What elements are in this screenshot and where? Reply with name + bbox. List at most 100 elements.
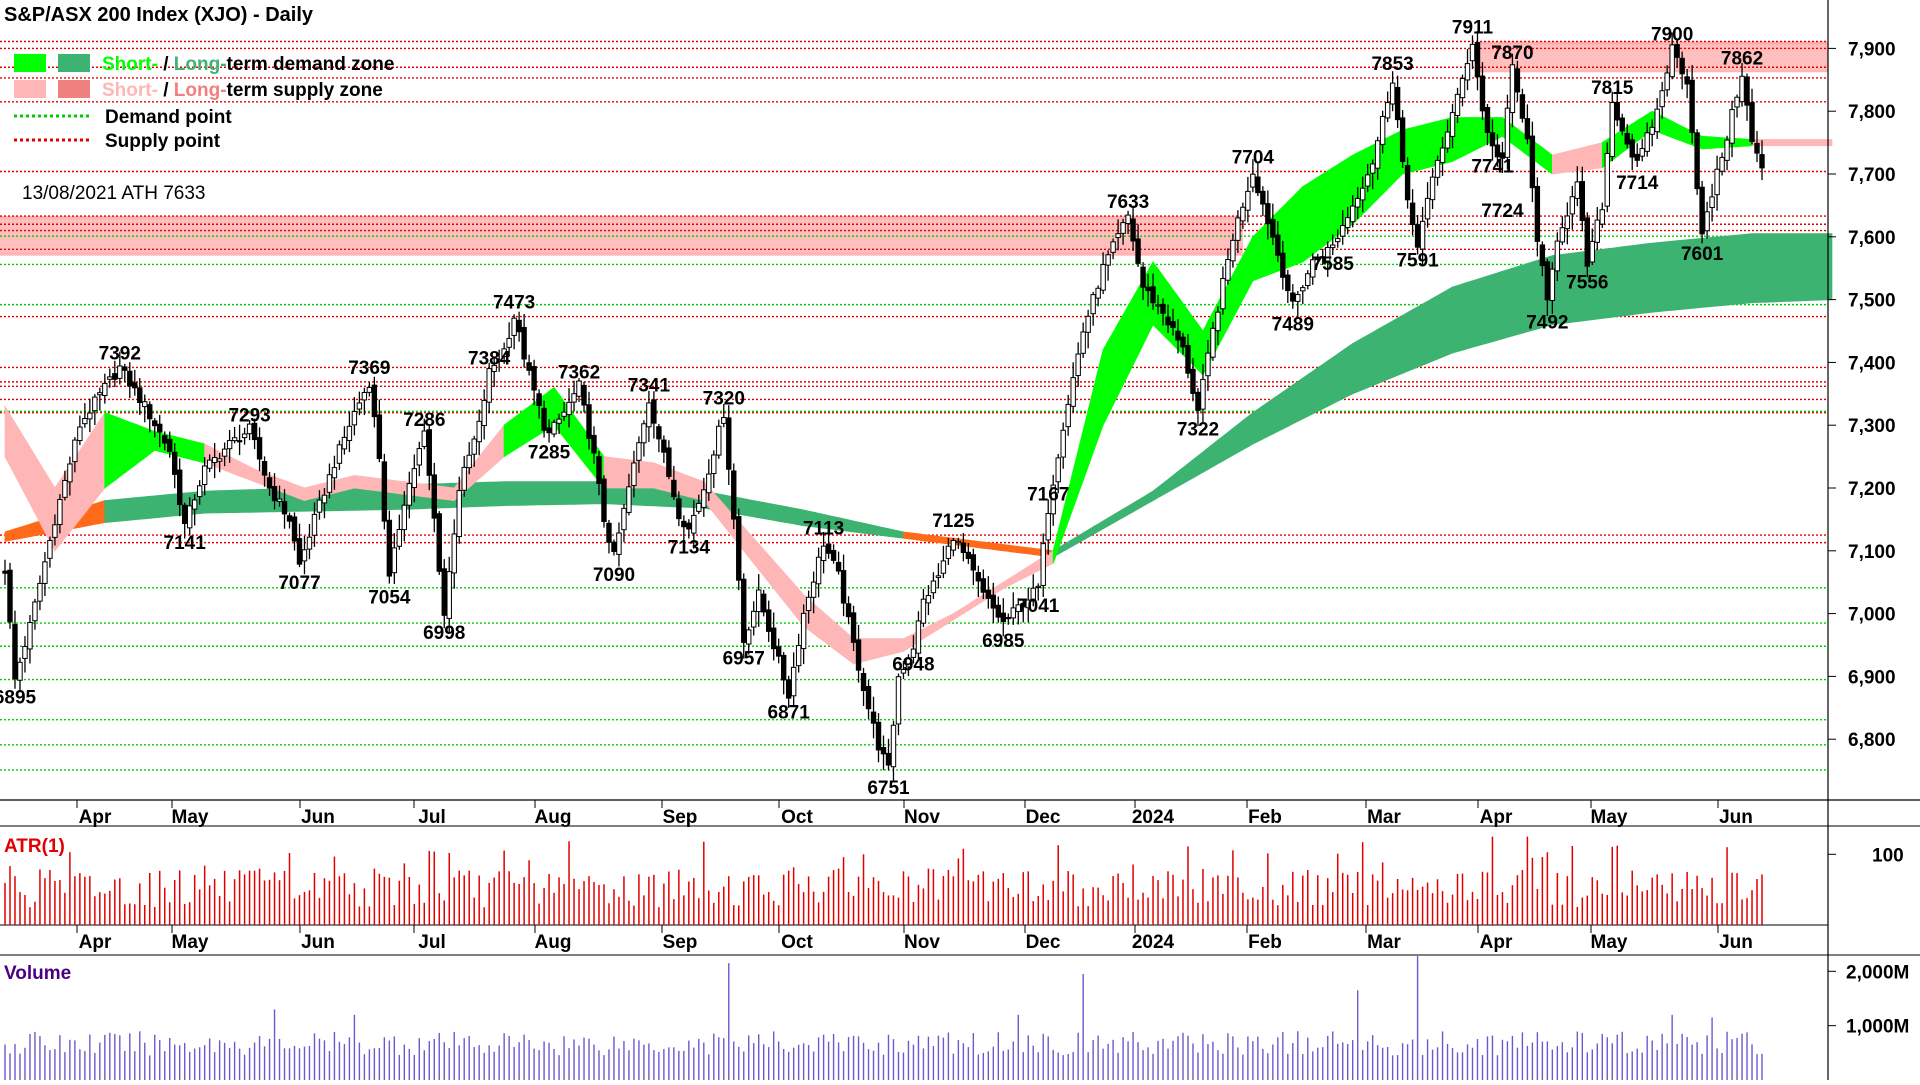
price-label: 7900	[1651, 24, 1693, 45]
demand_point-label: Demand point	[105, 107, 232, 128]
candle-up	[481, 399, 487, 427]
candle-up	[1055, 457, 1061, 483]
candle-down	[825, 543, 832, 554]
price-label: 7286	[403, 410, 445, 431]
candle-up	[77, 426, 83, 442]
candle-up	[391, 547, 398, 574]
candle-up	[142, 401, 148, 408]
atr-month-label: Nov	[904, 932, 940, 953]
candle-up	[1639, 148, 1645, 157]
atr-month-label: Feb	[1248, 932, 1282, 953]
candle-up	[716, 425, 722, 456]
price-tick-label: 7,800	[1848, 102, 1896, 123]
candle-up	[1569, 196, 1576, 215]
candle-up	[1709, 196, 1715, 209]
candle-down	[736, 516, 742, 581]
price-label: 7741	[1471, 156, 1514, 177]
candle-up	[1734, 96, 1740, 108]
candle-down	[611, 541, 617, 552]
supply_zone-short-swatch	[14, 80, 46, 98]
candle-down	[1185, 345, 1191, 374]
candle-up	[1454, 93, 1461, 117]
supply_zone-label-part: Long-	[174, 80, 227, 101]
candle-up	[1374, 140, 1381, 169]
candle-up	[107, 376, 113, 380]
candle-up	[1225, 259, 1231, 281]
candle-up	[456, 490, 462, 538]
candle-up	[62, 479, 68, 498]
demand_zone-short-swatch	[14, 54, 46, 72]
candle-up	[1719, 156, 1725, 172]
candle-down	[761, 593, 767, 613]
candle-down	[1135, 238, 1141, 264]
candle-down	[1674, 44, 1680, 58]
candle-up	[1215, 311, 1221, 332]
candle-up	[1075, 353, 1081, 377]
price-month-label: May	[172, 807, 209, 828]
candle-up	[102, 382, 108, 397]
candle-down	[1195, 391, 1201, 411]
candle-up	[501, 348, 507, 358]
candle-up	[446, 571, 452, 619]
atr-month-label: Aug	[535, 932, 572, 953]
candle-down	[1479, 75, 1486, 112]
price-month-label: Jul	[418, 807, 445, 828]
candle-down	[286, 515, 293, 522]
candle-down	[162, 435, 168, 444]
candle-down	[531, 366, 537, 391]
price-tick-label: 6,900	[1848, 667, 1896, 688]
candle-down	[167, 438, 173, 452]
candle-up	[42, 561, 48, 584]
candle-up	[1230, 239, 1236, 262]
candle-up	[1125, 214, 1131, 225]
candle-up	[551, 421, 557, 435]
candle-up	[646, 402, 652, 428]
candle-up	[756, 589, 762, 613]
candle-down	[656, 426, 662, 440]
candle-up	[955, 540, 962, 544]
atr-tick-label: 100	[1872, 845, 1904, 866]
candle-down	[1689, 79, 1695, 133]
price-month-label: Jun	[301, 807, 335, 828]
price-month-label: Nov	[904, 807, 940, 828]
candle-up	[241, 433, 248, 439]
candle-down	[1484, 107, 1491, 133]
candle-down	[1749, 102, 1755, 143]
price-tick-label: 7,000	[1848, 605, 1896, 626]
candle-down	[526, 362, 532, 371]
candle-up	[1120, 222, 1126, 234]
candle-down	[536, 393, 542, 407]
candle-up	[216, 458, 223, 462]
candle-up	[22, 646, 28, 659]
candle-up	[1105, 254, 1111, 266]
candle-up	[751, 610, 757, 628]
candle-down	[2, 570, 8, 574]
candle-down	[875, 721, 882, 751]
candle-up	[1609, 102, 1615, 158]
atr-month-label: May	[1591, 932, 1628, 953]
candle-down	[1275, 234, 1281, 256]
atr-month-label: May	[172, 932, 209, 953]
candle-down	[1140, 266, 1146, 288]
demand_zone-label-part: /	[158, 54, 174, 75]
price-label: 7134	[668, 537, 711, 558]
short-term-band	[1751, 139, 1833, 147]
candle-down	[985, 589, 992, 599]
price-label: 7141	[164, 533, 207, 554]
price-label: 7113	[803, 519, 844, 540]
candle-down	[661, 439, 667, 453]
price-label: 6871	[768, 703, 811, 724]
atr-month-label: Oct	[781, 932, 813, 953]
candle-up	[406, 483, 413, 506]
candle-down	[1499, 152, 1506, 159]
atr-month-label: Jun	[1719, 932, 1753, 953]
candle-up	[1010, 607, 1016, 619]
price-label: 7870	[1491, 43, 1533, 64]
candle-up	[905, 658, 912, 668]
candle-down	[127, 370, 133, 387]
candle-up	[1090, 294, 1096, 315]
price-label: 7724	[1481, 201, 1524, 222]
price-tick-label: 6,800	[1848, 730, 1896, 751]
candle-down	[376, 414, 383, 459]
candle-up	[561, 411, 567, 417]
